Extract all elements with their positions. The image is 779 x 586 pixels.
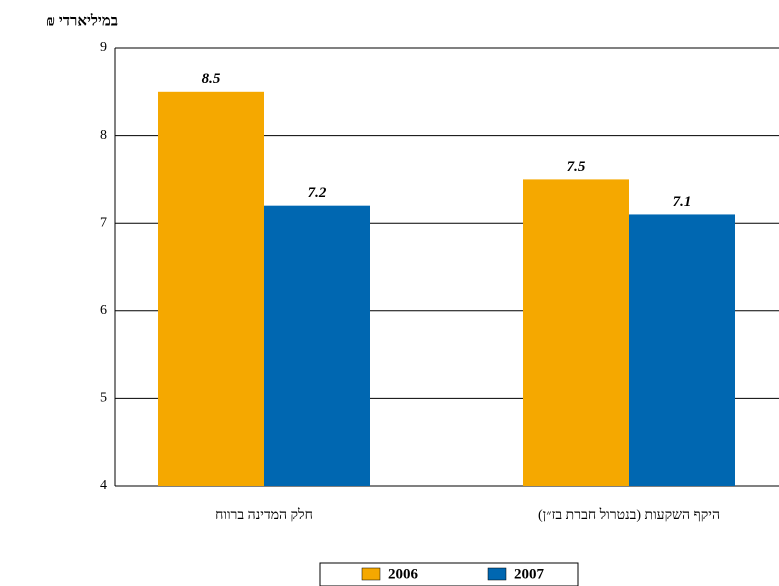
value-label: 8.5 bbox=[202, 71, 221, 87]
y-axis-label: במיליארדי ₪ bbox=[46, 12, 118, 29]
value-label: 7.1 bbox=[673, 194, 692, 210]
value-label: 7.5 bbox=[567, 159, 586, 175]
value-label: 7.2 bbox=[308, 185, 327, 201]
legend-label: 2006 bbox=[388, 566, 419, 582]
legend-label: 2007 bbox=[514, 566, 545, 582]
x-tick-label: חלק המדינה ברווח bbox=[215, 507, 313, 523]
y-tick-label: 5 bbox=[100, 391, 107, 406]
legend-box bbox=[319, 562, 579, 586]
legend-swatch bbox=[361, 567, 381, 581]
y-tick-label: 6 bbox=[100, 303, 107, 318]
legend-swatch bbox=[487, 567, 507, 581]
bar bbox=[158, 91, 264, 487]
bar bbox=[264, 205, 370, 486]
y-tick-label: 8 bbox=[100, 128, 107, 143]
y-tick-label: 7 bbox=[100, 215, 107, 230]
y-tick-label: 9 bbox=[100, 40, 107, 55]
x-tick-label: היקף השקעות (בנטרול חברת בז״ן) bbox=[538, 507, 720, 523]
y-tick-label: 4 bbox=[100, 478, 107, 493]
bar bbox=[523, 179, 629, 486]
bar bbox=[629, 214, 735, 486]
